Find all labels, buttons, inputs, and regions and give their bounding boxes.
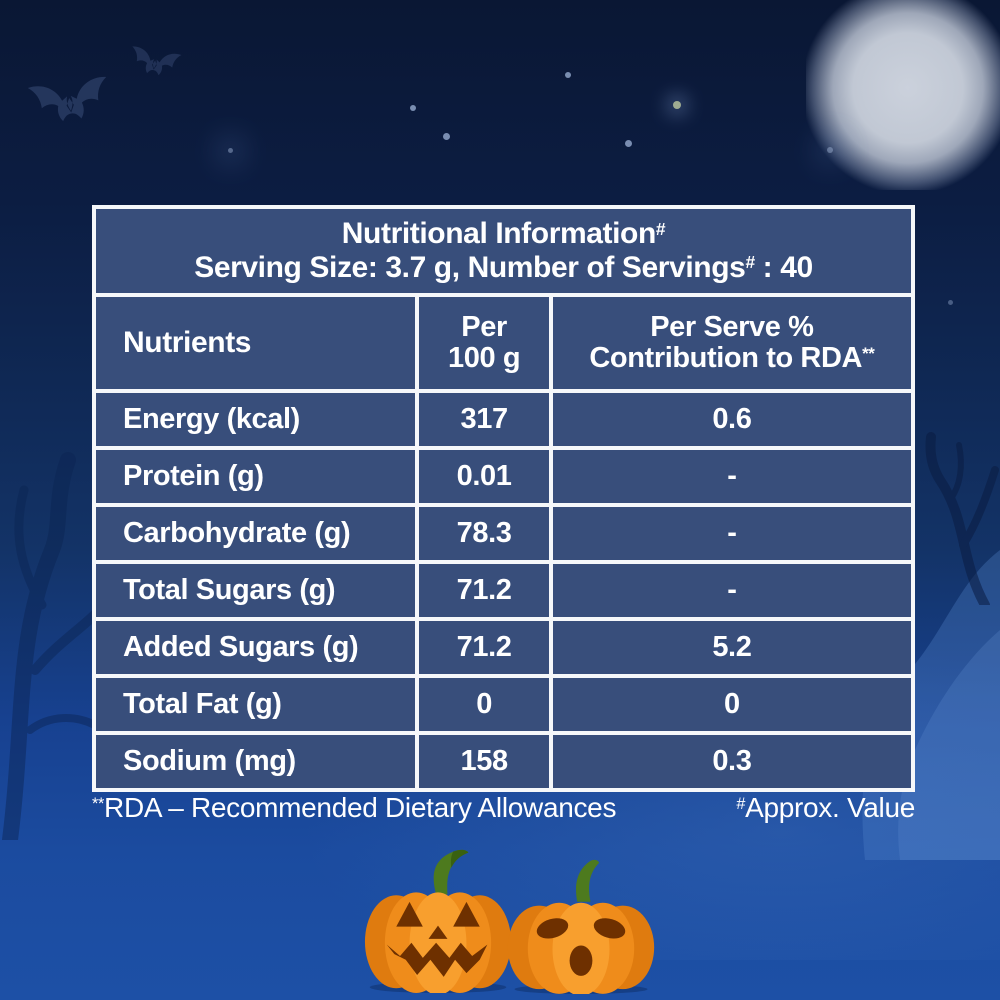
rda-footnote: **RDA – Recommended Dietary Allowances: [92, 792, 617, 823]
nutrient-name: Energy (kcal): [96, 393, 416, 446]
nutrient-name: Added Sugars (g): [96, 621, 416, 674]
nutrient-name: Protein (g): [96, 450, 416, 503]
title-line2: Serving Size: 3.7 g, Number of Servings#…: [194, 251, 813, 284]
table-row-added-sugars: Added Sugars (g) 71.2 5.2: [96, 621, 911, 674]
star-icon: [673, 101, 681, 109]
per-serve-rda-value: -: [552, 507, 911, 560]
per-100g-value: 78.3: [419, 507, 549, 560]
star-icon: [565, 72, 571, 78]
star-icon: [948, 300, 953, 305]
per-serve-rda-value: 5.2: [552, 621, 911, 674]
star-icon: [228, 148, 233, 153]
tree-silhouette: [925, 432, 999, 605]
table-row-protein: Protein (g) 0.01 -: [96, 450, 911, 503]
table-row-carbohydrate: Carbohydrate (g) 78.3 -: [96, 507, 911, 560]
bat-icon: [27, 76, 107, 122]
nutrient-name: Carbohydrate (g): [96, 507, 416, 560]
footnotes: **RDA – Recommended Dietary Allowances #…: [92, 792, 915, 824]
table-row-energy: Energy (kcal) 317 0.6: [96, 393, 911, 446]
per-100g-value: 71.2: [419, 621, 549, 674]
per-100g-value: 71.2: [419, 564, 549, 617]
nutrient-name: Total Sugars (g): [96, 564, 416, 617]
per-100g-value: 0.01: [419, 450, 549, 503]
per-serve-rda-value: 0: [552, 678, 911, 731]
jack-o-lantern-grinning: [364, 849, 512, 993]
moon: [806, 0, 1000, 190]
column-header-per-100g: Per 100 g: [419, 297, 549, 389]
per-serve-rda-value: 0.6: [552, 393, 911, 446]
table-row-total-sugars: Total Sugars (g) 71.2 -: [96, 564, 911, 617]
column-header-nutrients: Nutrients: [96, 297, 416, 389]
title-line1: Nutritional Information#: [341, 217, 666, 251]
nutrient-name: Total Fat (g): [96, 678, 416, 731]
table-row-total-fat: Total Fat (g) 0 0: [96, 678, 911, 731]
bat-icon: [132, 46, 182, 76]
table-row-sodium: Sodium (mg) 158 0.3: [96, 735, 911, 788]
per-100g-value: 0: [419, 678, 549, 731]
per-serve-rda-value: 0.3: [552, 735, 911, 788]
table-header-row: Nutrients Per 100 g Per Serve % Contribu…: [96, 297, 911, 389]
star-icon: [443, 133, 450, 140]
nutrition-table: Nutritional Information# Serving Size: 3…: [92, 205, 915, 792]
nutrient-name: Sodium (mg): [96, 735, 416, 788]
star-icon: [410, 105, 416, 111]
approx-footnote: #Approx. Value: [736, 792, 915, 823]
star-icon: [827, 147, 833, 153]
per-serve-rda-value: -: [552, 564, 911, 617]
per-serve-rda-value: -: [552, 450, 911, 503]
per-100g-value: 158: [419, 735, 549, 788]
star-icon: [625, 140, 632, 147]
table-title: Nutritional Information# Serving Size: 3…: [96, 209, 911, 293]
column-header-per-serve-rda: Per Serve % Contribution to RDA**: [552, 297, 911, 389]
jack-o-lantern-surprised: [507, 859, 655, 994]
per-100g-value: 317: [419, 393, 549, 446]
